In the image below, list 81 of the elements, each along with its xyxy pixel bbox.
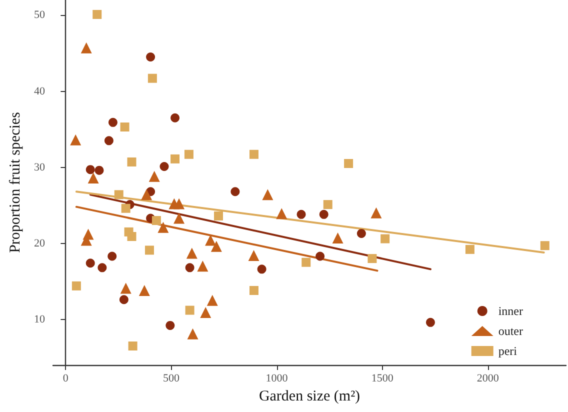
point	[214, 211, 224, 220]
point	[185, 263, 194, 272]
y-tick-label: 30	[34, 161, 46, 174]
point	[368, 254, 377, 264]
x-tick-label: 1000	[266, 372, 288, 384]
point	[197, 260, 208, 272]
point	[120, 122, 130, 132]
point	[127, 157, 136, 166]
point	[127, 232, 136, 241]
point	[158, 222, 169, 233]
point	[332, 232, 344, 244]
point	[108, 118, 118, 127]
point	[426, 318, 435, 327]
point	[296, 210, 306, 219]
point	[319, 210, 328, 219]
point	[170, 113, 180, 122]
point	[170, 154, 180, 164]
point	[184, 150, 194, 159]
point	[166, 320, 175, 330]
point	[356, 228, 366, 238]
point	[200, 307, 212, 318]
point	[146, 52, 156, 62]
legend-label: outer	[498, 324, 524, 338]
legend-label: inner	[498, 304, 524, 318]
point	[323, 200, 332, 210]
point	[249, 286, 258, 295]
point	[80, 42, 92, 54]
point	[540, 241, 550, 250]
point	[120, 282, 132, 294]
y-tick-label: 40	[34, 85, 46, 98]
point	[128, 341, 138, 350]
y-axis-title: Proportion fruit species	[8, 112, 24, 253]
point	[185, 306, 194, 315]
x-tick-label: 1500	[371, 372, 394, 384]
x-axis-title: Garden size (m²)	[258, 388, 360, 404]
point	[302, 258, 311, 267]
point	[257, 264, 266, 274]
point	[86, 165, 95, 174]
point	[187, 328, 198, 340]
point	[88, 172, 99, 184]
point	[249, 150, 258, 159]
point	[148, 74, 157, 83]
point	[380, 234, 390, 244]
point	[141, 189, 152, 200]
y-tick-label: 20	[34, 237, 46, 250]
point	[138, 284, 150, 296]
point	[114, 190, 124, 200]
point	[230, 187, 240, 196]
point	[148, 170, 160, 182]
y-tick-label: 50	[34, 9, 46, 22]
point	[121, 204, 130, 213]
point	[98, 263, 107, 272]
point	[144, 246, 154, 255]
point	[206, 294, 218, 306]
point	[465, 244, 474, 254]
point	[174, 212, 185, 224]
point	[276, 208, 288, 220]
legend-label: peri	[498, 344, 518, 358]
point	[174, 198, 185, 210]
point	[104, 136, 114, 146]
x-tick-label: 2000	[476, 372, 500, 384]
point	[72, 281, 81, 290]
y-tick-label: 10	[34, 313, 46, 326]
point	[94, 166, 104, 175]
point	[210, 240, 222, 252]
x-tick-label: 500	[162, 372, 180, 384]
point	[262, 189, 274, 200]
point	[152, 216, 161, 226]
x-tick-label: 0	[62, 372, 69, 384]
point	[119, 295, 128, 304]
point	[316, 252, 325, 261]
point	[370, 207, 382, 218]
point	[186, 248, 198, 259]
point	[86, 258, 95, 268]
point	[92, 10, 102, 19]
point	[70, 134, 82, 146]
point	[344, 158, 354, 168]
point	[204, 234, 216, 246]
point	[248, 250, 260, 261]
point	[108, 252, 117, 261]
point	[160, 162, 169, 172]
